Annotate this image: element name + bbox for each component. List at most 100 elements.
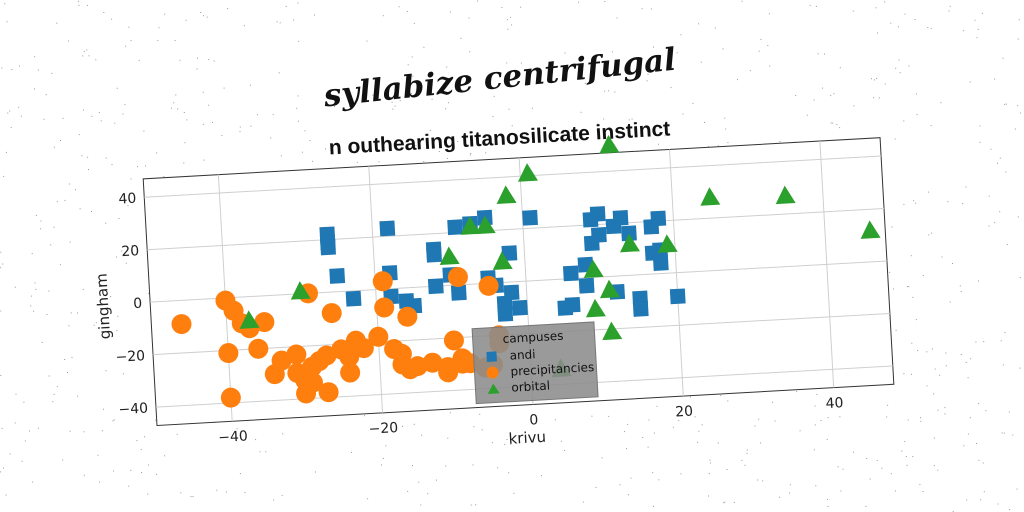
speckle (83, 474, 85, 476)
speckle (726, 469, 728, 470)
speckle (0, 310, 2, 312)
speckle (628, 494, 630, 496)
speckle (877, 32, 878, 34)
speckle (62, 459, 64, 461)
speckle (270, 137, 272, 139)
speckle (920, 417, 921, 419)
speckle (997, 162, 998, 164)
speckle (722, 48, 724, 50)
speckle (959, 285, 961, 287)
speckle (796, 391, 798, 393)
speckle (239, 126, 241, 128)
speckle (59, 264, 61, 266)
speckle (431, 98, 433, 100)
speckle (820, 420, 822, 422)
speckle (202, 123, 204, 125)
speckle (789, 492, 791, 494)
speckle (945, 352, 947, 354)
speckle (115, 256, 117, 258)
speckle (584, 82, 586, 84)
speckle (817, 53, 819, 55)
data-point-andi (427, 278, 444, 295)
speckle (899, 72, 901, 74)
speckle (708, 473, 710, 475)
speckle (127, 205, 129, 207)
speckle (457, 141, 459, 143)
speckle (616, 17, 618, 19)
speckle (919, 484, 921, 485)
speckle (830, 122, 832, 124)
speckle (438, 151, 440, 152)
speckle (157, 39, 159, 41)
speckle (915, 93, 917, 95)
speckle (884, 83, 886, 85)
speckle (595, 486, 597, 488)
speckle (520, 6, 522, 8)
speckle (88, 169, 89, 170)
speckle (185, 19, 187, 21)
speckle (934, 368, 936, 370)
y-tick-label: −40 (118, 401, 148, 419)
speckle (43, 118, 45, 120)
speckle (701, 424, 703, 426)
speckle (917, 350, 919, 351)
speckle (491, 442, 493, 444)
speckle (988, 225, 990, 227)
speckle (928, 234, 930, 236)
speckle (11, 69, 13, 70)
speckle (931, 348, 933, 350)
speckle (799, 430, 801, 432)
speckle (963, 445, 965, 447)
data-point-precipitancies (372, 271, 393, 292)
speckle (122, 373, 124, 375)
speckle (724, 501, 726, 503)
speckle (429, 129, 431, 131)
speckle (53, 393, 55, 395)
speckle (468, 17, 470, 19)
speckle (412, 465, 413, 466)
speckle (86, 49, 88, 51)
x-tick-label: −40 (218, 428, 248, 446)
data-point-precipitancies (218, 343, 239, 364)
speckle (580, 111, 582, 113)
speckle (554, 419, 556, 421)
speckle (741, 0, 743, 2)
speckle (173, 102, 175, 104)
speckle (608, 90, 610, 92)
speckle (709, 459, 711, 461)
speckle (427, 493, 429, 495)
y-axis-label: gingham (92, 273, 114, 340)
data-point-orbital (657, 234, 678, 253)
speckle (312, 160, 314, 162)
speckle (366, 40, 368, 42)
speckle (814, 405, 816, 407)
speckle (469, 51, 471, 53)
speckle (82, 55, 84, 57)
speckle (682, 113, 684, 115)
speckle (273, 499, 275, 501)
speckle (6, 21, 8, 23)
speckle (446, 158, 448, 159)
speckle (875, 7, 877, 9)
speckle (138, 59, 140, 61)
speckle (822, 87, 823, 89)
speckle (470, 504, 472, 506)
speckle (676, 52, 678, 54)
speckle (99, 481, 101, 483)
speckle (479, 413, 481, 415)
speckle (381, 464, 382, 466)
speckle (29, 430, 30, 432)
speckle (105, 370, 107, 372)
data-point-precipitancies (318, 382, 339, 403)
speckle (133, 352, 135, 354)
speckle (111, 164, 113, 165)
speckle (511, 125, 513, 127)
speckle (758, 50, 760, 52)
data-point-andi (621, 225, 637, 242)
speckle (95, 59, 97, 61)
speckle (481, 429, 483, 431)
speckle (100, 274, 102, 276)
speckle (276, 21, 278, 23)
speckle (67, 372, 68, 373)
speckle (143, 130, 145, 132)
